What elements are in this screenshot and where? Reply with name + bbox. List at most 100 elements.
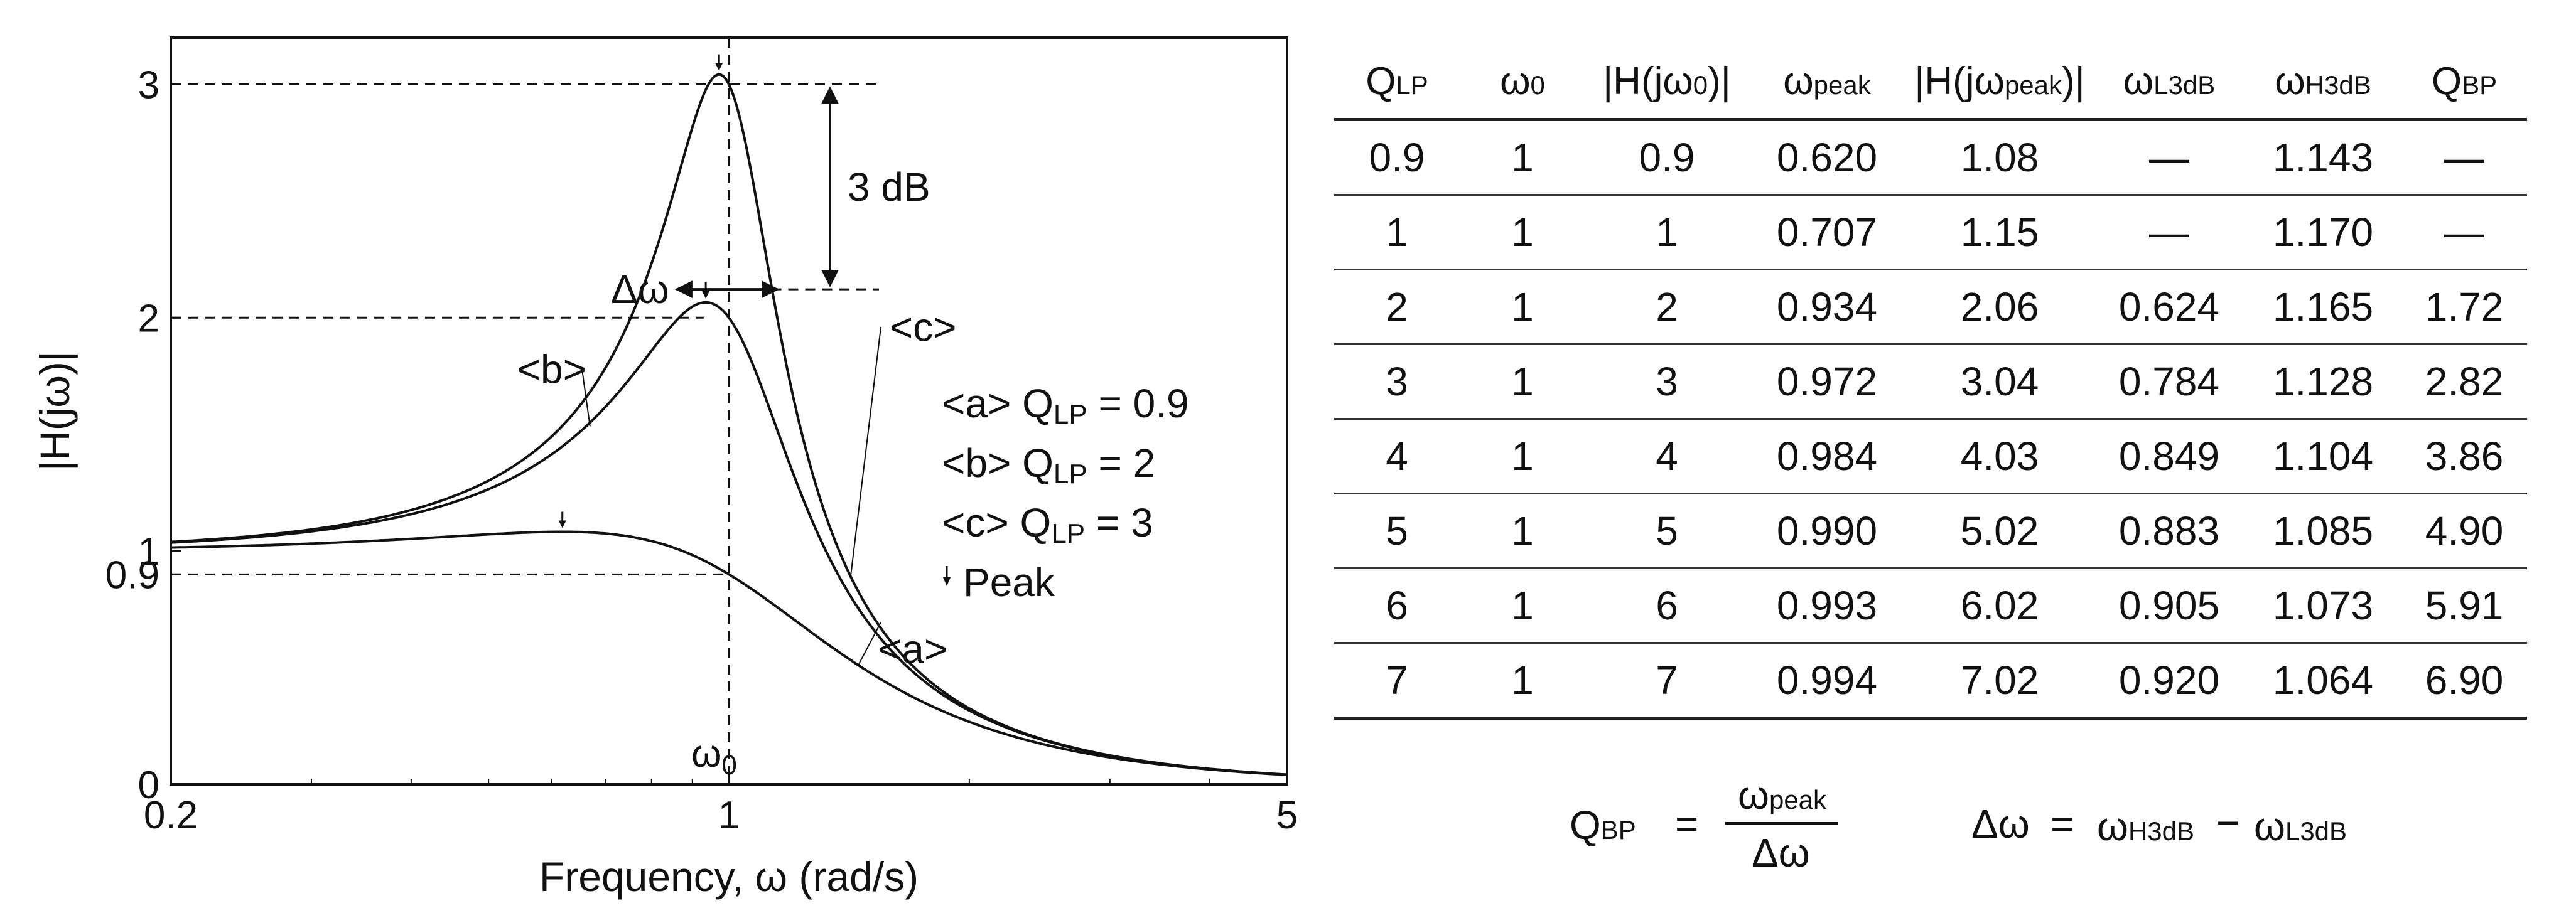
table-cell: 0.905 [2094, 568, 2245, 644]
table-cell: 6 [1334, 568, 1460, 644]
table-cell: 7.02 [1905, 643, 2094, 720]
qbp-denominator: Δω [1752, 830, 1810, 875]
table-cell: 5 [1585, 493, 1749, 569]
y-axis-label: |H(jω)| [31, 351, 78, 471]
curve-tags: <a> <b> <c> [517, 304, 957, 671]
table-header-cell: QBP [2401, 44, 2527, 121]
table-header-cell: ωH3dB [2245, 44, 2401, 121]
header-subscript: 0 [1530, 70, 1545, 100]
table-cell: 6 [1585, 568, 1749, 644]
table-row: 7 1 7 0.994 7.02 0.920 1.064 6.90 [1334, 643, 2527, 720]
header-subscript: H3dB [2305, 70, 2371, 100]
table-body: 0.9 1 0.9 0.620 1.08—1.143—1 1 1 0.707 1.15—1.17… [1334, 119, 2527, 720]
curve-1 [170, 530, 1288, 776]
table-cell: 1 [1460, 643, 1585, 720]
parameter-table-container: QLP ω0 |H(jω0)| ωpeak |H(jωpeak)| ωL3dB ωH3dB Q… [1334, 44, 2527, 720]
table-cell: 1.128 [2245, 344, 2401, 420]
table-cell: 1 [1585, 195, 1749, 270]
peak-arrow-head-3 [715, 63, 723, 71]
table-cell: 0.990 [1749, 493, 1905, 569]
header-main-text: ω [2123, 59, 2154, 103]
header-main-text: Q [1366, 59, 1396, 103]
header-main-text: Q [2431, 59, 2462, 103]
annotations: 3 dB Δω [611, 86, 930, 312]
fraction-bar [1725, 822, 1838, 825]
legend-entry-1: <a> QLP = 0.9 [942, 381, 1189, 430]
table-cell: — [2094, 119, 2245, 196]
table-cell: 2.06 [1905, 269, 2094, 345]
table-cell: 7 [1585, 643, 1749, 720]
header-main-text: |H(jω [1914, 59, 2005, 103]
header-subscript: 0 [1693, 70, 1708, 100]
table-cell: 1.08 [1905, 119, 2094, 196]
table-cell: 5.91 [2401, 568, 2527, 644]
header-suffix-text: )| [2062, 59, 2085, 103]
table-cell: 1 [1460, 344, 1585, 420]
header-subscript: peak [1813, 70, 1871, 100]
table-cell: 1 [1460, 195, 1585, 270]
legend-peak-arrow-head [943, 577, 951, 586]
delta-omega-lhs: Δω [1971, 801, 2030, 846]
y-tick-label-3: 2 [138, 297, 159, 340]
delta-omega-label: Δω [611, 267, 669, 312]
db3-label: 3 dB [848, 164, 930, 210]
response-curves [170, 73, 1288, 776]
table-cell: 0.784 [2094, 344, 2245, 420]
table-cell: 3 [1585, 344, 1749, 420]
table-cell: 1.073 [2245, 568, 2401, 644]
y-tick-label-2: 1 [138, 530, 159, 574]
header-main-text: ω [1500, 59, 1531, 103]
table-cell: — [2094, 195, 2245, 270]
table-cell: 0.934 [1749, 269, 1905, 345]
table-row: 0.9 1 0.9 0.620 1.08—1.143— [1334, 119, 2527, 196]
table-cell: — [2401, 195, 2527, 270]
curve-tag-3: <c> [890, 304, 957, 350]
legend-entry-4: Peak [963, 560, 1055, 605]
table-cell: 2 [1585, 269, 1749, 345]
table-cell: 1 [1460, 493, 1585, 569]
header-subscript: LP [1396, 70, 1428, 100]
legend: <a> QLP = 0.9 <b> QLP = 2 <c> QLP = 3 Peak [942, 381, 1189, 605]
parameter-table: QLP ω0 |H(jω0)| ωpeak |H(jωpeak)| ωL3dB ωH3dB Q… [1334, 44, 2527, 720]
table-row: 3 1 3 0.972 3.04 0.784 1.128 2.82 [1334, 344, 2527, 420]
table-cell: 0.972 [1749, 344, 1905, 420]
table-cell: — [2401, 119, 2527, 196]
legend-entry-3: <c> QLP = 3 [942, 500, 1153, 549]
table-cell: 1.170 [2245, 195, 2401, 270]
header-main-text: |H(jω [1603, 59, 1693, 103]
delta-omega-equals: = [2051, 801, 2074, 846]
table-cell: 1 [1460, 269, 1585, 345]
table-header-cell: QLP [1334, 44, 1460, 121]
reference-lines [171, 38, 879, 784]
curve-tag-2: <b> [517, 346, 586, 392]
header-subscript: L3dB [2153, 70, 2216, 100]
header-suffix-text: )| [1708, 59, 1731, 103]
header-main-text: ω [1783, 59, 1814, 103]
y-tick-label-4: 3 [138, 63, 159, 107]
table-cell: 0.984 [1749, 419, 1905, 494]
legend-entry-2: <b> QLP = 2 [942, 440, 1155, 489]
table-cell: 1 [1460, 419, 1585, 494]
table-cell: 1 [1460, 119, 1585, 196]
y-tick-label-1: 0.9 [105, 553, 159, 597]
table-row: 2 1 2 0.934 2.06 0.624 1.165 1.72 [1334, 269, 2527, 345]
table-cell: 1.104 [2245, 419, 2401, 494]
qbp-formula-lhs: QBP [1570, 803, 1636, 848]
y-tick-label-0: 0 [138, 764, 159, 807]
table-cell: 3.04 [1905, 344, 2094, 420]
table-cell: 0.9 [1585, 119, 1749, 196]
table-cell: 0.620 [1749, 119, 1905, 196]
omega0-label: ω0 [691, 732, 737, 781]
x-tick-label-2: 5 [1276, 794, 1298, 837]
table-header-cell: ω0 [1460, 44, 1585, 121]
table-cell: 0.624 [2094, 269, 2245, 345]
table-cell: 1.143 [2245, 119, 2401, 196]
table-cell: 0.920 [2094, 643, 2245, 720]
table-cell: 6.02 [1905, 568, 2094, 644]
table-cell: 0.994 [1749, 643, 1905, 720]
table-row: 1 1 1 0.707 1.15—1.170— [1334, 195, 2527, 270]
curve-tag-leader-b [581, 368, 591, 427]
omega-l3db-term: ωL3dB [2254, 804, 2347, 849]
table-cell: 1 [1460, 568, 1585, 644]
